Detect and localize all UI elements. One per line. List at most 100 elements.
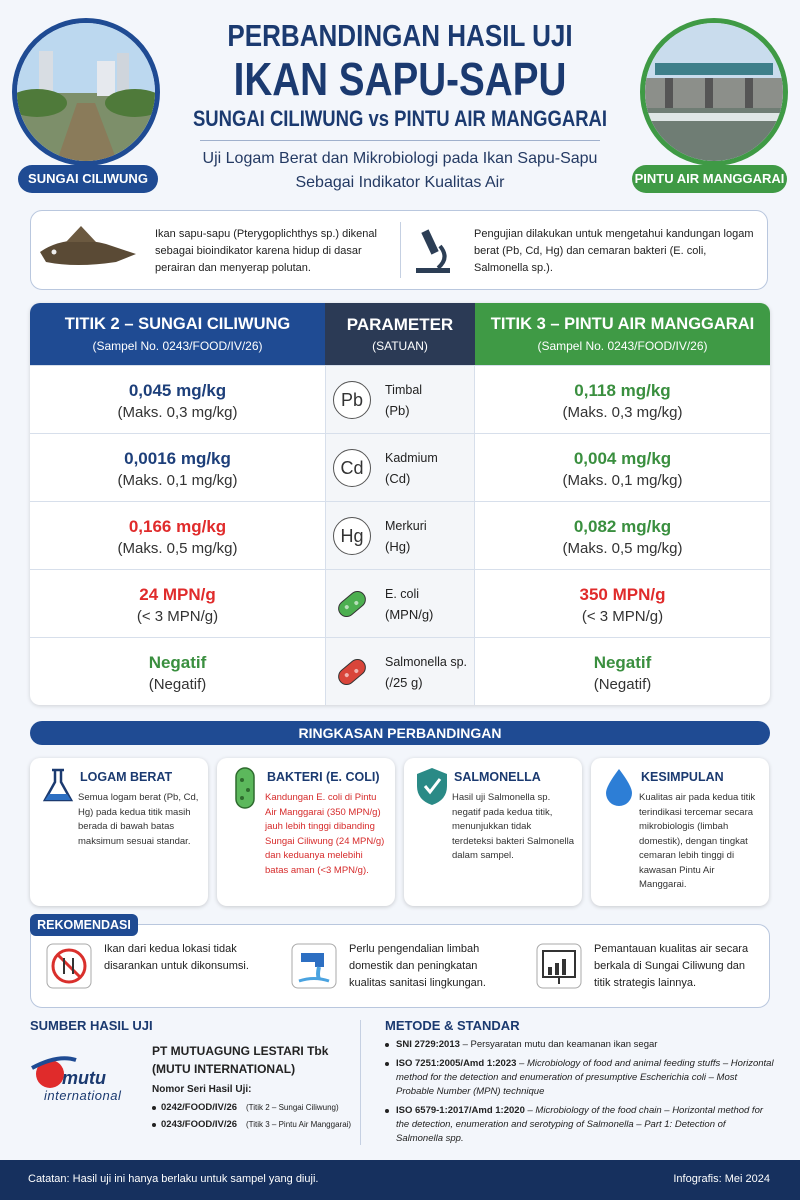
method-item: SNI 2729:2013 – Persyaratan mutu dan kea… [385, 1038, 775, 1052]
icon-shape [665, 78, 673, 108]
photo-drawing [17, 23, 155, 161]
icon-shape [417, 768, 447, 805]
icon-shape [421, 229, 439, 255]
footer-note: Catatan: Hasil uji ini hanya berlaku unt… [28, 1173, 319, 1185]
icon-shape [606, 769, 632, 806]
icon-shape [315, 953, 324, 967]
param-name: Merkuri [385, 519, 427, 533]
recommendation-box [30, 924, 770, 1008]
divider [400, 222, 401, 278]
icon-shape [291, 943, 337, 989]
table-row: 0,166 mg/kg (Maks. 0,5 mg/kg) 0,082 mg/kg (… [30, 501, 770, 570]
rec-text: Pemantauan kualitas air secara berkala d… [594, 943, 749, 989]
param-unit: (MPN/g) [385, 607, 434, 622]
rec-icon [291, 943, 337, 989]
fish-icon [40, 226, 136, 265]
result-value: 0,082 mg/kg [573, 517, 672, 536]
table-row: 0,0016 mg/kg (Maks. 0,1 mg/kg) 0,004 mg/kg… [30, 433, 770, 502]
result-value: 24 MPN/g [139, 585, 216, 604]
method-code: ISO 6579-1:2017/Amd 1:2020 [396, 1105, 525, 1116]
result-limit: (Negatif) [593, 676, 652, 693]
rec-text: Perlu pengendalian limbah domestik dan p… [349, 943, 486, 989]
rec-icon [46, 943, 92, 989]
method-text: – Microbiology of food and animal feedin… [396, 1058, 774, 1097]
icon-shape [240, 796, 244, 800]
logo-text: mutu [62, 1068, 106, 1088]
bullet [385, 1043, 389, 1047]
icon-shape [45, 794, 71, 800]
bullet [152, 1123, 156, 1127]
icon-shape [240, 778, 244, 782]
param-name: Salmonella sp. [385, 655, 467, 669]
icon-shape [246, 788, 250, 792]
header-title: PARAMETER [346, 315, 454, 334]
param-name: E. coli [385, 587, 420, 601]
icon-shape [344, 673, 349, 678]
summary-card: LOGAM BERAT Semua logam berat (Pb, Cd, Hg… [30, 758, 208, 906]
param-name: Kadmium [385, 451, 438, 465]
icon-shape [40, 240, 136, 265]
icon-shape [423, 778, 442, 795]
summary-card: BAKTERI (E. COLI) Kandungan E. coli di Pi… [217, 758, 395, 906]
result-limit: (Maks. 0,5 mg/kg) [117, 540, 238, 557]
card-icon [227, 766, 263, 810]
method-list: SNI 2729:2013 – Persyaratan mutu dan kea… [385, 1038, 775, 1151]
result-value: 350 MPN/g [579, 585, 666, 604]
summary-card: SALMONELLA Hasil uji Salmonella sp. negat… [404, 758, 582, 906]
badge: SUNGAI CILIWUNG [18, 165, 158, 193]
param-unit: (Pb) [385, 403, 410, 418]
rec-icon [536, 943, 582, 989]
result-limit: (Maks. 0,5 mg/kg) [562, 540, 683, 557]
photo-manggarai [640, 18, 788, 166]
method-text: – Microbiology of the food chain – Horiz… [396, 1105, 764, 1144]
icon-shape [63, 958, 74, 974]
header-subtitle: (Sampel No. 0243/FOOD/IV/26) [537, 339, 708, 353]
icon-shape [66, 226, 96, 242]
method-code: ISO 7251:2005/Amd 1:2023 [396, 1058, 517, 1069]
icon-shape [301, 953, 319, 962]
icon-shape [46, 943, 92, 989]
subtitle: Uji Logam Berat dan Mikrobiologi pada Ik… [202, 150, 598, 167]
result-value: 0,004 mg/kg [573, 449, 672, 468]
serial-note: (Titik 2 – Sungai Ciliwung) [246, 1103, 339, 1112]
method-item: ISO 7251:2005/Amd 1:2023 – Microbiology … [385, 1057, 775, 1099]
icon-shape [548, 967, 552, 975]
result-limit: (Maks. 0,3 mg/kg) [562, 404, 683, 421]
card-text: Semua logam berat (Pb, Cd, Hg) pada kedu… [78, 792, 199, 847]
icon-shape [338, 591, 366, 617]
section-title: SUMBER HASIL UJI [30, 1018, 153, 1033]
icon-shape [606, 769, 632, 806]
icon-shape [97, 61, 115, 96]
bullet [385, 1062, 389, 1066]
bullet [385, 1109, 389, 1113]
icon-shape [117, 53, 129, 96]
summary-card: KESIMPULAN Kualitas air pada kedua titik … [591, 758, 769, 906]
badge: PINTU AIR MANGGARAI [632, 165, 787, 193]
bacteria-icon [332, 652, 372, 692]
icon-shape [105, 89, 155, 117]
serial-code: 0242/FOOD/IV/26 [161, 1102, 238, 1113]
section-tab: REKOMENDASI [30, 914, 138, 936]
result-value: 0,118 mg/kg [574, 381, 671, 400]
result-value: 0,0016 mg/kg [124, 449, 231, 468]
table-row: 24 MPN/g (< 3 MPN/g) 350 MPN/g (< 3 MPN/g) E… [30, 569, 770, 638]
summary-cards: LOGAM BERAT Semua logam berat (Pb, Cd, Hg… [30, 758, 770, 908]
icon-shape [338, 659, 366, 685]
icon-shape [17, 89, 67, 117]
header-subtitle: (Sampel No. 0243/FOOD/IV/26) [92, 339, 263, 353]
element-symbol: Cd [333, 449, 371, 487]
card-text: Kualitas air pada kedua titik terindikas… [639, 792, 756, 890]
result-value: 0,045 mg/kg [128, 381, 227, 400]
icon-shape [57, 103, 117, 161]
icon-shape [417, 768, 447, 805]
intro-text: Ikan sapu-sapu (Pterygoplichthys sp.) di… [155, 228, 377, 274]
bullet [152, 1106, 156, 1110]
result-limit: (Negatif) [148, 676, 207, 693]
bacteria-icon [332, 584, 372, 624]
icon-shape [31, 1056, 77, 1070]
serial-title: Nomor Seri Hasil Uji: [152, 1084, 252, 1095]
section-banner: RINGKASAN PERBANDINGAN [30, 721, 770, 745]
icon-shape [416, 268, 450, 273]
divider [200, 140, 600, 141]
